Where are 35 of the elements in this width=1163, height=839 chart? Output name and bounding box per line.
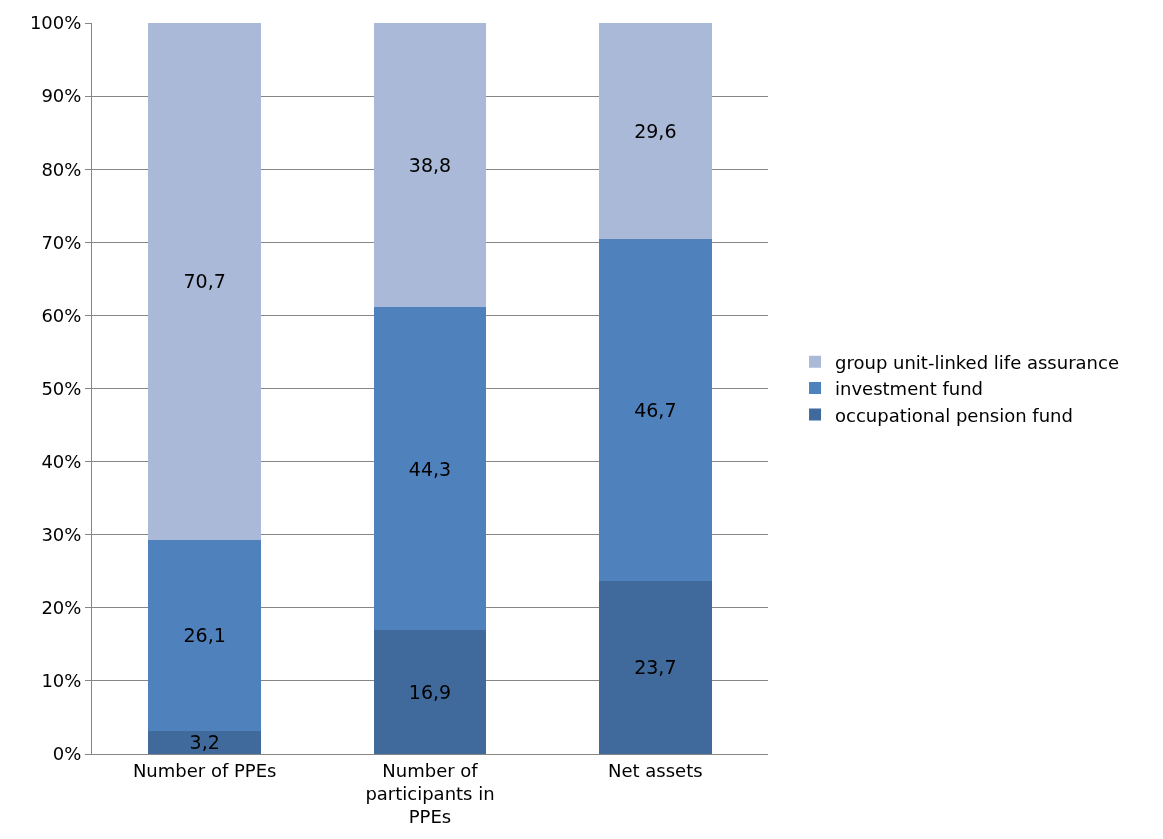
y-tick-label: 60% — [41, 304, 82, 326]
bar — [599, 580, 712, 754]
data-label: 38,8 — [408, 153, 452, 176]
data-label: 70,7 — [183, 270, 226, 293]
data-label: 29,6 — [634, 120, 677, 143]
data-label: 46,7 — [634, 399, 677, 422]
data-label: 44,3 — [408, 457, 452, 480]
bar — [373, 306, 487, 631]
y-tick-label: 100% — [29, 12, 82, 34]
bar — [148, 539, 261, 731]
legend-label: investment fund — [835, 378, 983, 400]
bar — [599, 23, 712, 240]
bar — [599, 239, 712, 581]
data-label: 26,1 — [183, 624, 226, 647]
y-tick-label: 70% — [41, 231, 82, 253]
y-tick-label: 90% — [41, 85, 82, 107]
data-label: 23,7 — [634, 656, 677, 679]
bar — [373, 630, 487, 754]
y-tick-label: 20% — [41, 597, 82, 619]
data-label: 16,9 — [408, 681, 452, 704]
y-tick-label: 0% — [52, 743, 82, 765]
bar — [148, 730, 261, 754]
y-tick-label: 30% — [41, 524, 82, 545]
y-tick-label: 80% — [41, 158, 82, 180]
bar — [373, 23, 487, 307]
y-tick-label: 10% — [41, 670, 82, 692]
y-tick-label: 40% — [41, 450, 82, 472]
legend-label: group unit-linked life assurance — [835, 351, 1119, 373]
y-tick-label: 50% — [41, 377, 82, 399]
x-tick-label: Number of participants in PPEs — [365, 759, 495, 828]
bar — [148, 23, 261, 540]
x-tick-label: Net assets — [608, 759, 703, 781]
legend-label: occupational pension fund — [835, 404, 1073, 426]
data-label: 3,2 — [189, 731, 220, 754]
x-tick-label: Number of PPEs — [132, 759, 277, 781]
